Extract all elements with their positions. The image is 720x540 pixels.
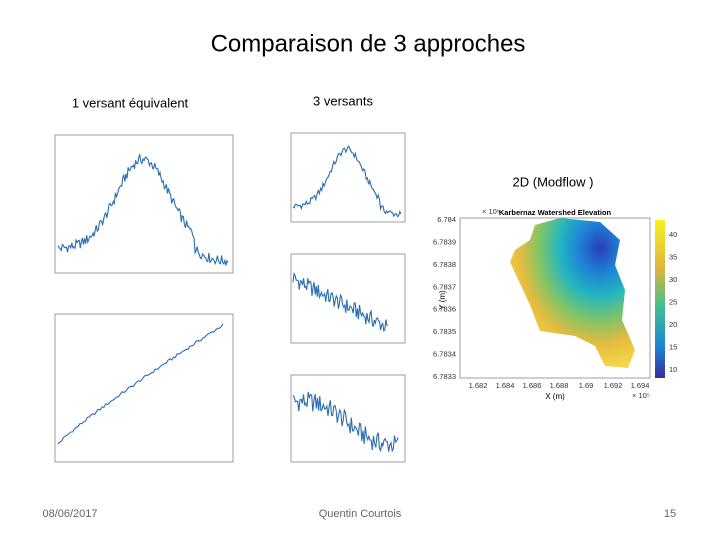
colorbar-label: 10 xyxy=(669,365,677,374)
axis-exponent: × 10⁵ xyxy=(632,391,650,400)
curve xyxy=(292,272,389,333)
footer-author: Quentin Courtois xyxy=(319,508,402,520)
colorbar-label: 15 xyxy=(669,342,677,351)
y-tick-label: 6.7839 xyxy=(433,237,456,246)
watershed xyxy=(510,218,635,368)
footer-date: 08/06/2017 xyxy=(42,508,97,520)
curve xyxy=(292,145,402,218)
y-axis-label: Y (m) xyxy=(438,290,447,310)
curve xyxy=(292,391,399,453)
x-tick-label: 1.688 xyxy=(550,381,569,390)
colorbar-label: 30 xyxy=(669,275,677,284)
y-tick-label: 6.7838 xyxy=(433,260,456,269)
plot-frame xyxy=(54,134,234,274)
footer-page: 15 xyxy=(664,508,676,520)
axis-exponent: × 10⁶ xyxy=(482,207,500,216)
map-title: Karbernaz Watershed Elevation xyxy=(499,208,612,217)
map-labels: 6.784 6.7839 6.7838 6.7837 6.7836 6.7835 6.783… xyxy=(433,215,677,390)
colorbar-label: 25 xyxy=(669,297,677,306)
plot-frame xyxy=(54,313,234,463)
y-tick-label: 6.7833 xyxy=(433,372,456,381)
panel-label: 1 versant équivalent xyxy=(72,95,189,110)
x-tick-label: 1.692 xyxy=(604,381,623,390)
y-tick-label: 6.7836 xyxy=(433,305,456,314)
panel-label: 3 versants xyxy=(313,93,373,108)
plot-frame xyxy=(290,374,406,463)
curve xyxy=(57,153,229,266)
y-tick-label: 6.7837 xyxy=(433,282,456,291)
plot-frame xyxy=(290,253,406,344)
x-tick-label: 1.69 xyxy=(579,381,594,390)
x-tick-label: 1.682 xyxy=(469,381,488,390)
colorbar-label: 20 xyxy=(669,320,677,329)
slide-title: Comparaison de 3 approches xyxy=(211,30,526,57)
colorbar-label: 35 xyxy=(669,252,677,261)
x-tick-label: 1.686 xyxy=(523,381,542,390)
x-tick-label: 1.694 xyxy=(631,381,650,390)
panel-label: 2D (Modflow ) xyxy=(513,174,594,189)
y-tick-label: 6.7835 xyxy=(433,327,456,336)
colorbar xyxy=(655,220,665,378)
curve xyxy=(57,323,224,445)
x-tick-label: 1.684 xyxy=(496,381,515,390)
y-tick-label: 6.7834 xyxy=(433,350,456,359)
y-tick-label: 6.784 xyxy=(437,215,456,224)
x-axis-label: X (m) xyxy=(545,392,565,401)
plot-curves xyxy=(57,145,402,453)
colorbar-label: 40 xyxy=(669,230,677,239)
